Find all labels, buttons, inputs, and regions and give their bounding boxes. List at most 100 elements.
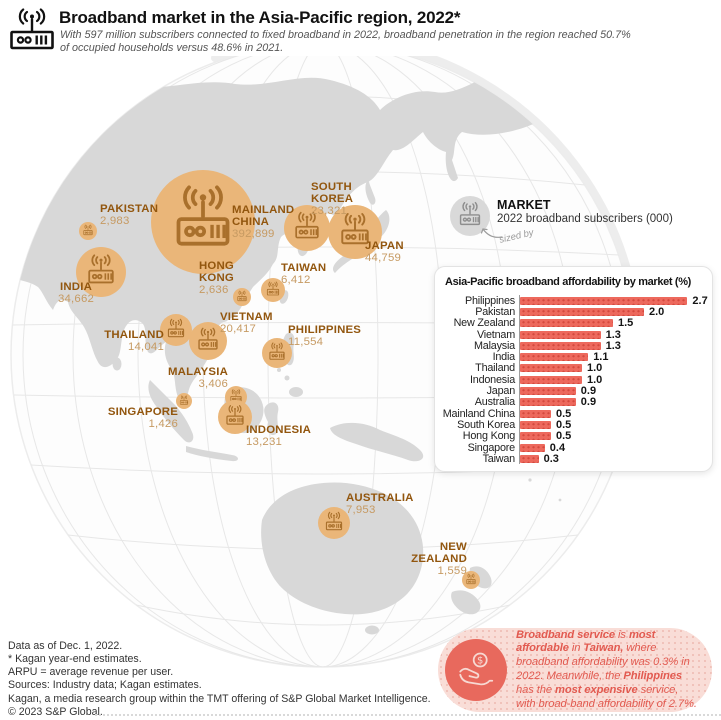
market-value: 2,636 (199, 284, 229, 296)
bar-track: 2.7 (519, 294, 708, 307)
chart-row-thailand: Thailand 1.0 (441, 362, 704, 374)
bar-track: 1.0 (519, 362, 704, 374)
bar-track: 0.9 (519, 385, 704, 398)
subtitle-line-1: With 597 million subscribers connected t… (60, 29, 631, 41)
market-name: VIETNAM (220, 311, 273, 323)
bar-track: 0.4 (519, 441, 704, 454)
bar-value: 1.3 (605, 328, 621, 341)
bar (520, 330, 601, 339)
footer-notes: Data as of Dec. 1, 2022. * Kagan year-end… (8, 640, 431, 719)
landmasses (11, 60, 577, 635)
legend-title: MARKET (497, 198, 551, 212)
svg-text:$: $ (477, 656, 483, 667)
market-label-indonesia: INDONESIA 13,231 (246, 424, 326, 448)
market-value: 7,953 (346, 504, 376, 516)
callout-segment: Broadband service (516, 628, 616, 641)
page-title: Broadband market in the Asia-Pacific reg… (59, 8, 461, 27)
bottom-dotted-divider (95, 714, 721, 716)
bar (520, 296, 688, 305)
market-label-malaysia: MALAYSIA 3,406 (160, 366, 228, 390)
bar-value: 0.4 (549, 441, 566, 454)
market-bubble-philippines (262, 338, 292, 368)
sized-by-arrow-icon (480, 228, 503, 238)
chart-row-mainland-china: Mainland China 0.5 (441, 407, 704, 420)
bar-value: 0.9 (580, 385, 597, 398)
market-value: 3,406 (198, 378, 228, 390)
chart-row-australia: Australia 0.9 (441, 396, 704, 409)
bar-track: 0.5 (519, 430, 704, 443)
bar-track: 0.5 (519, 419, 704, 431)
footer-line-6: © 2023 S&P Global. (8, 705, 103, 718)
broadband-logo-icon (10, 8, 54, 50)
insight-callout: $ Broadband service is most affordable i… (438, 628, 712, 712)
market-name: SOUTH KOREA (311, 181, 354, 205)
market-value: 34,662 (57, 293, 95, 305)
bar-label: Mainland China (442, 407, 515, 420)
bar-value: 0.5 (556, 430, 572, 443)
bar-value: 2.7 (692, 294, 708, 307)
callout-segment: Philippines (623, 670, 682, 682)
market-bubble-south-korea (284, 205, 330, 251)
page-subtitle: With 597 million subscribers connected t… (60, 29, 631, 56)
chart-row-india: India 1.1 (441, 351, 704, 364)
footer-line-5: Kagan, a media research group within the… (8, 692, 431, 705)
market-name: AUSTRALIA (346, 492, 414, 504)
market-value: 13,231 (246, 436, 283, 448)
bar (520, 375, 582, 384)
callout-segment: where broadband affordability was 0.3% i… (516, 642, 690, 682)
market-label-taiwan: TAIWAN 6,412 (281, 262, 351, 286)
market-name: PHILIPPINES (288, 324, 362, 336)
market-bubble-australia (318, 507, 350, 539)
callout-segment: in (568, 642, 584, 655)
bar (520, 420, 551, 429)
bar-label: Pakistan (475, 305, 515, 318)
market-label-south-korea: SOUTH KOREA 23,321 (311, 181, 366, 217)
market-name: PAKISTAN (100, 203, 159, 215)
chart-row-pakistan: Pakistan 2.0 (441, 305, 704, 318)
bar-track: 0.3 (519, 453, 704, 465)
market-bubble-indonesia (218, 400, 252, 434)
market-value: 1,426 (148, 418, 178, 430)
callout-segment: most expensive (555, 683, 638, 696)
bar (520, 454, 539, 463)
callout-text: Broadband service is most affordable in … (516, 629, 698, 712)
market-bubble-japan (328, 205, 382, 259)
market-name: INDONESIA (246, 424, 312, 436)
market-bubble-hong-kong (233, 288, 251, 306)
chart-row-philippines: Philippines 2.7 (441, 294, 708, 307)
chart-row-hong-kong: Hong Kong 0.5 (441, 430, 704, 443)
bar-value: 1.5 (618, 317, 634, 330)
bar-value: 0.5 (556, 407, 572, 420)
bar-track: 1.3 (519, 328, 704, 341)
bar-value: 1.0 (587, 373, 603, 386)
market-value: 44,759 (365, 252, 402, 264)
chart-title: Asia-Pacific broadband affordability by … (445, 276, 691, 288)
bar-label: Vietnam (476, 328, 515, 341)
market-name: JAPAN (365, 240, 404, 252)
bar-track: 1.1 (519, 351, 704, 363)
bar-label: Taiwan (482, 452, 516, 465)
market-value: 11,554 (288, 336, 324, 348)
chart-row-japan: Japan 0.9 (441, 385, 704, 398)
bar-track: 2.0 (519, 305, 704, 318)
affordability-chart-card: Asia-Pacific broadband affordability by … (434, 266, 713, 472)
bar-label: Philippines (464, 294, 515, 307)
bar-value: 0.9 (580, 396, 597, 409)
bar-label: New Zealand (453, 317, 516, 330)
market-label-japan: JAPAN 44,759 (365, 240, 425, 264)
market-label-philippines: PHILIPPINES 11,554 (288, 324, 378, 348)
market-label-vietnam: VIETNAM 20,417 (220, 311, 300, 335)
bar-value: 2.0 (649, 305, 665, 318)
bar (520, 364, 582, 373)
market-bubble-thailand (160, 314, 192, 346)
market-label-australia: AUSTRALIA 7,953 (346, 492, 421, 516)
bar-label: Singapore (467, 441, 516, 454)
bar-track: 0.5 (519, 407, 704, 420)
bar-label: India (492, 351, 516, 364)
market-value: 6,412 (281, 274, 311, 286)
market-bubble-new-zealand (462, 571, 480, 589)
callout-icon-circle: $ (445, 639, 507, 701)
bar-label: Indonesia (469, 373, 515, 386)
bar-label: Japan (486, 385, 516, 398)
